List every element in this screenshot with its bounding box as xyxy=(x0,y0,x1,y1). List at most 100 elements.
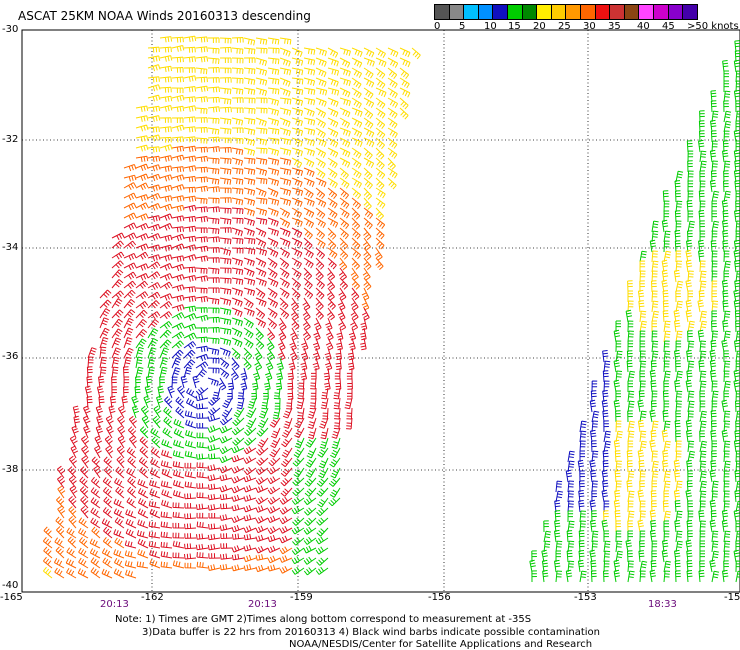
wind-barb xyxy=(111,240,124,249)
wind-barb xyxy=(255,147,268,154)
wind-barb xyxy=(363,187,372,200)
wind-barb xyxy=(291,546,305,555)
wind-barb xyxy=(78,517,89,529)
wind-barb xyxy=(686,560,693,573)
wind-barb xyxy=(72,405,80,419)
wind-barb xyxy=(711,490,718,503)
wind-barb xyxy=(675,440,682,453)
wind-barb xyxy=(675,450,682,463)
wind-barb xyxy=(208,287,220,293)
wind-barb xyxy=(43,526,53,539)
wind-barb xyxy=(68,466,77,479)
wind-barb xyxy=(627,570,635,583)
wind-barb xyxy=(57,505,66,519)
wind-barb xyxy=(347,388,353,400)
wind-barb xyxy=(184,543,197,550)
wind-barb xyxy=(350,317,359,331)
wind-barb xyxy=(734,339,740,353)
wind-barb xyxy=(363,107,374,119)
wind-barb xyxy=(243,544,257,552)
wind-barb xyxy=(661,549,669,563)
wind-barb xyxy=(279,257,290,269)
wind-barb xyxy=(673,489,681,503)
wind-barb xyxy=(183,215,197,223)
wind-barb xyxy=(219,187,232,194)
wind-barb xyxy=(231,427,245,436)
wind-barb xyxy=(325,337,334,351)
wind-barb xyxy=(627,330,634,343)
wind-barb xyxy=(639,330,646,343)
wind-barb xyxy=(159,254,173,262)
wind-barb xyxy=(173,439,185,449)
wind-barb xyxy=(603,430,611,443)
wind-barb xyxy=(267,97,280,106)
wind-barb xyxy=(66,567,77,579)
wind-barb xyxy=(184,513,197,520)
wind-barb xyxy=(699,520,706,533)
wind-barb xyxy=(346,367,353,380)
wind-barb xyxy=(279,535,293,544)
wind-barb xyxy=(195,107,208,114)
note-line: 3)Data buffer is 22 hrs from 20160313 4)… xyxy=(142,627,600,638)
wind-barb xyxy=(255,117,267,127)
wind-barb xyxy=(160,541,173,549)
wind-barb xyxy=(613,559,620,573)
wind-barb xyxy=(231,564,245,572)
wind-barb xyxy=(723,480,730,493)
wind-barb xyxy=(360,337,367,351)
wind-barb xyxy=(172,490,185,499)
wind-barb xyxy=(312,357,320,371)
wind-barb xyxy=(79,486,89,499)
wind-barb xyxy=(279,97,292,105)
wind-barb xyxy=(184,470,197,479)
wind-barb xyxy=(123,299,136,309)
wind-barb xyxy=(735,480,740,493)
wind-barb xyxy=(639,320,647,333)
wind-barb xyxy=(171,45,185,52)
wind-barb xyxy=(387,157,396,170)
wind-barb xyxy=(627,320,634,333)
wind-barb xyxy=(601,489,608,503)
wind-barb xyxy=(135,222,149,231)
legend-swatch xyxy=(594,4,611,20)
wind-barb xyxy=(149,468,161,479)
wind-barb xyxy=(256,457,269,466)
wind-barb xyxy=(673,309,680,323)
wind-barb xyxy=(687,360,695,373)
wind-barb xyxy=(279,247,290,259)
wind-barb xyxy=(686,550,693,563)
wind-barb xyxy=(259,407,269,419)
wind-barb xyxy=(615,370,623,383)
wind-barb xyxy=(387,57,399,68)
wind-barb xyxy=(159,174,173,182)
wind-barb xyxy=(699,150,707,163)
wind-barb xyxy=(723,420,731,433)
wind-barb xyxy=(662,310,669,323)
wind-barb xyxy=(337,297,346,311)
wind-barb xyxy=(195,503,209,510)
wind-barb xyxy=(639,530,646,543)
wind-barb xyxy=(579,430,587,443)
wind-barb xyxy=(292,477,305,486)
wind-barb xyxy=(95,425,103,439)
wind-barb xyxy=(711,570,720,583)
wind-barb xyxy=(183,136,196,143)
wind-barb xyxy=(135,155,149,163)
wind-barb xyxy=(231,504,245,512)
legend-swatch xyxy=(682,4,698,20)
wind-barb xyxy=(207,483,221,490)
wind-barb xyxy=(650,430,657,443)
wind-barb xyxy=(135,329,148,339)
wind-barb xyxy=(734,40,740,53)
wind-barb xyxy=(330,467,341,479)
wind-barb xyxy=(699,310,707,323)
wind-barb xyxy=(291,47,303,57)
wind-barb xyxy=(639,500,646,513)
wind-barb xyxy=(279,117,291,127)
wind-barb xyxy=(121,395,128,409)
wind-barb xyxy=(124,540,137,549)
wind-barb xyxy=(663,240,670,253)
wind-barb xyxy=(735,410,740,423)
wind-barb xyxy=(246,407,257,419)
wind-barb xyxy=(135,301,149,310)
